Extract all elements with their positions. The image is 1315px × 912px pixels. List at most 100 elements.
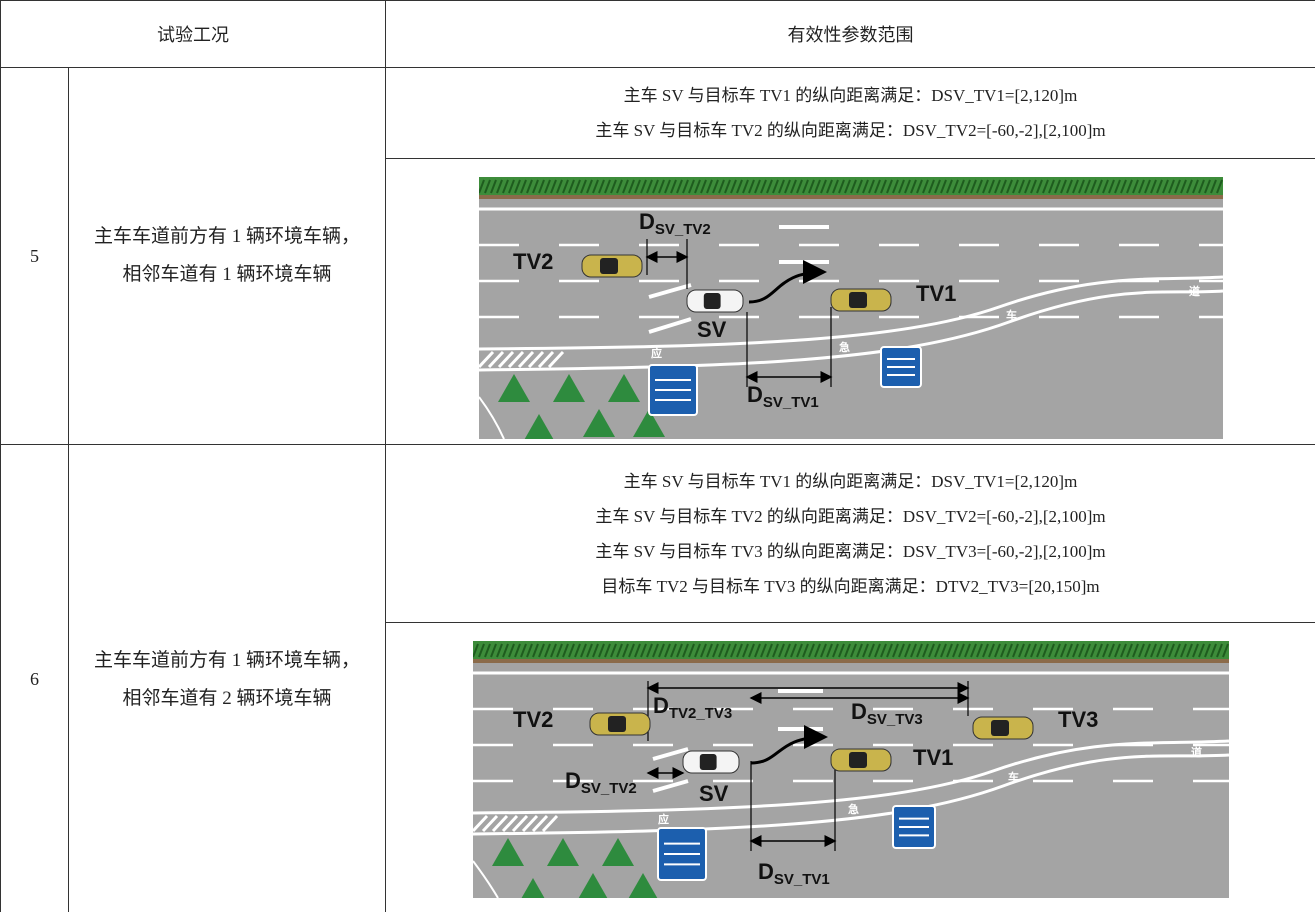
hedge-leaf	[915, 643, 923, 658]
hedge-leaf	[711, 179, 719, 194]
hedge-leaf	[801, 643, 809, 658]
hedge-leaf	[831, 179, 839, 194]
hedge-leaf	[1095, 643, 1103, 658]
hedge-leaf	[1035, 643, 1043, 658]
hedge-leaf	[813, 643, 821, 658]
hedge-leaf	[513, 643, 521, 658]
hedge-leaf	[969, 179, 977, 194]
hedge-leaf	[501, 179, 509, 194]
hedge-leaf	[951, 643, 959, 658]
hedge-leaf	[675, 643, 683, 658]
hedge-leaf	[1137, 643, 1145, 658]
hedge-leaf	[909, 179, 917, 194]
hedge-leaf	[1035, 179, 1043, 194]
vehicle-label: TV1	[916, 281, 956, 306]
windshield	[703, 293, 721, 309]
hedge-leaf	[1047, 179, 1055, 194]
hedge-leaf	[897, 643, 905, 658]
hedge-leaf	[945, 179, 953, 194]
hedge-leaf	[795, 179, 803, 194]
diagram-cell: TV2 SV TV1 TV3 DSV_TV2 DSV_TV1 DTV2_TV3 DSV_TV3…	[385, 622, 1315, 912]
distance-main: D	[851, 699, 867, 724]
hedge-leaf	[921, 643, 929, 658]
hatch	[487, 350, 504, 369]
vehicle-label: SV	[699, 781, 729, 806]
scene-diagram: TV2SVTV1DSV_TV2DSV_TV1道车应急	[477, 177, 1223, 442]
hedge-leaf	[687, 643, 695, 658]
hedge-leaf	[669, 643, 677, 658]
hedge-leaf	[711, 643, 719, 658]
hedge-leaf	[507, 179, 515, 194]
hedge-leaf	[1017, 179, 1025, 194]
hedge-leaf	[741, 643, 749, 658]
hatch	[547, 350, 564, 369]
hedge-leaf	[1119, 179, 1127, 194]
hedge-leaf	[1071, 179, 1079, 194]
windshield	[990, 720, 1009, 736]
hedge-leaf	[765, 179, 773, 194]
hatch	[531, 814, 548, 833]
hedge-leaf	[885, 179, 893, 194]
hedge-leaf	[975, 179, 983, 194]
hedge-leaf	[1077, 179, 1085, 194]
vehicle-label: SV	[697, 317, 727, 342]
hedge-leaf	[1161, 643, 1169, 658]
hedge-leaf	[903, 643, 911, 658]
hedge-leaf	[1107, 179, 1115, 194]
hedge-leaf	[999, 643, 1007, 658]
hedge-leaf	[819, 643, 827, 658]
road	[477, 177, 1223, 442]
hedge-leaf	[705, 179, 713, 194]
tree	[522, 414, 555, 442]
hedge-leaf	[729, 643, 737, 658]
hedge-leaf	[609, 643, 617, 658]
hedge-leaf	[1131, 643, 1139, 658]
conditions: 主车 SV 与目标车 TV1 的纵向距离满足：DSV_TV1=[2,120]m 主…	[385, 67, 1315, 159]
hedge-leaf	[603, 643, 611, 658]
hedge-leaf	[1029, 179, 1037, 194]
hedge-leaf	[549, 179, 557, 194]
distance-main: D	[639, 209, 655, 234]
hedge-leaf	[573, 643, 581, 658]
hedge-leaf	[603, 179, 611, 194]
lane-change-arrow	[750, 725, 828, 765]
hedge-leaf	[993, 179, 1001, 194]
windshield	[848, 752, 867, 768]
hedge-leaf	[849, 643, 857, 658]
vehicle-label: TV3	[1058, 707, 1098, 732]
road-marking: 急	[848, 802, 859, 816]
hedge-leaf	[927, 179, 935, 194]
hedge-leaf	[681, 179, 689, 194]
hedge-leaf	[651, 643, 659, 658]
row-id: 5	[0, 67, 69, 445]
row-description: 主车车道前方有 1 辆环境车辆，相邻车道有 1 辆环境车辆	[68, 67, 386, 445]
hedge-leaf	[1107, 643, 1115, 658]
distance-main: D	[653, 693, 669, 718]
hedge-leaf	[1137, 179, 1145, 194]
hedge-leaf	[831, 643, 839, 658]
hedge-leaf	[771, 643, 779, 658]
header-cell: 有效性参数范围	[385, 0, 1315, 68]
hedge-leaf	[843, 179, 851, 194]
hedge-leaf	[495, 643, 503, 658]
hedge-leaf	[693, 643, 701, 658]
hedge-leaf	[939, 179, 947, 194]
hedge-leaf	[1173, 643, 1181, 658]
tree	[491, 838, 524, 866]
distance-main: D	[747, 382, 763, 407]
curb	[478, 195, 1223, 199]
distance-main: D	[565, 768, 581, 793]
tree	[582, 409, 615, 437]
hedge-leaf	[681, 643, 689, 658]
hedge-leaf	[783, 643, 791, 658]
hatch	[537, 350, 554, 369]
hatch	[477, 350, 494, 369]
hedge-leaf	[1059, 179, 1067, 194]
hedge-leaf	[639, 179, 647, 194]
distance-main: D	[758, 859, 774, 884]
hedge-leaf	[687, 179, 695, 194]
hedge-leaf	[945, 643, 953, 658]
vehicle-label: TV2	[513, 707, 553, 732]
hedge-leaf	[717, 179, 725, 194]
